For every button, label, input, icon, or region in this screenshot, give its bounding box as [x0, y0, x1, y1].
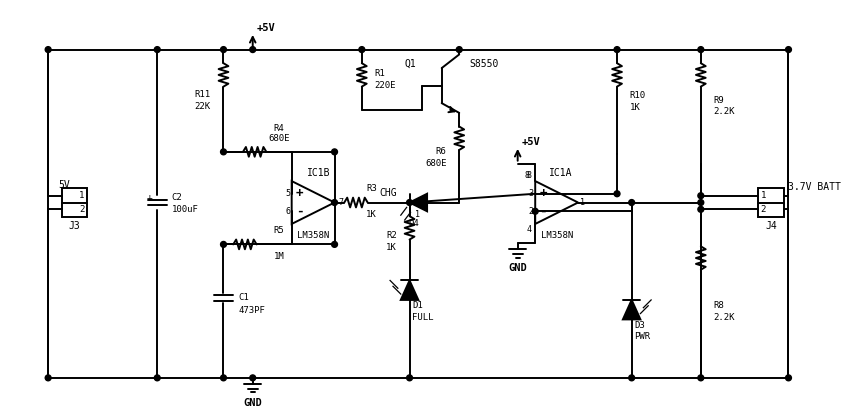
Circle shape	[221, 375, 227, 381]
Circle shape	[698, 193, 704, 199]
Text: R3: R3	[366, 185, 377, 193]
Text: 2: 2	[79, 205, 85, 214]
Text: 7: 7	[339, 198, 344, 207]
Text: +: +	[295, 187, 303, 200]
Circle shape	[698, 47, 704, 53]
Text: 473PF: 473PF	[238, 306, 265, 315]
Text: R10: R10	[630, 91, 646, 100]
Text: 8: 8	[525, 171, 530, 180]
Text: R11: R11	[194, 90, 211, 99]
Text: R6: R6	[436, 148, 447, 156]
Circle shape	[359, 47, 365, 53]
Text: LM358N: LM358N	[297, 231, 329, 240]
Text: C1: C1	[238, 293, 249, 302]
Text: R4: R4	[273, 124, 284, 133]
Text: +5V: +5V	[521, 137, 540, 147]
Text: 1: 1	[580, 198, 585, 207]
Text: CHG: CHG	[380, 188, 397, 198]
Text: R8: R8	[713, 301, 724, 310]
Text: IC1B: IC1B	[307, 168, 331, 178]
Circle shape	[250, 375, 256, 381]
Text: -: -	[295, 205, 303, 218]
Text: LM358N: LM358N	[541, 231, 573, 240]
Circle shape	[698, 206, 704, 212]
Text: R2: R2	[386, 231, 396, 240]
Circle shape	[629, 200, 634, 206]
Circle shape	[629, 375, 634, 381]
Circle shape	[698, 200, 704, 206]
Text: 100uF: 100uF	[171, 205, 199, 214]
Circle shape	[614, 47, 620, 53]
Circle shape	[785, 375, 791, 381]
Text: 220E: 220E	[374, 81, 396, 90]
Circle shape	[532, 208, 538, 214]
Text: 5V: 5V	[58, 180, 70, 190]
Bar	[62, 188, 87, 217]
Circle shape	[332, 242, 337, 247]
Circle shape	[155, 47, 160, 53]
Text: 680E: 680E	[425, 159, 447, 168]
Circle shape	[698, 375, 704, 381]
Circle shape	[614, 191, 620, 197]
Circle shape	[407, 375, 413, 381]
Circle shape	[155, 375, 160, 381]
Text: 1: 1	[415, 210, 420, 219]
Text: 1K: 1K	[366, 210, 377, 219]
Text: +5V: +5V	[256, 23, 275, 33]
Circle shape	[332, 200, 337, 206]
Circle shape	[785, 47, 791, 53]
Circle shape	[332, 149, 337, 155]
Text: +: +	[147, 193, 152, 203]
Text: -: -	[539, 205, 547, 218]
Circle shape	[407, 200, 413, 206]
Polygon shape	[623, 300, 640, 319]
Text: 1: 1	[761, 191, 766, 200]
Text: Q1: Q1	[405, 59, 416, 69]
Text: 3.7V BATT: 3.7V BATT	[789, 182, 841, 192]
Text: 1M: 1M	[273, 252, 284, 261]
Text: 6: 6	[285, 207, 290, 216]
Text: GND: GND	[244, 398, 262, 408]
Text: D4: D4	[408, 219, 419, 229]
Text: +: +	[539, 187, 547, 200]
Circle shape	[45, 47, 51, 53]
Text: 8: 8	[527, 171, 531, 180]
Circle shape	[456, 47, 462, 53]
Text: J4: J4	[765, 221, 777, 231]
Circle shape	[45, 375, 51, 381]
Text: 2.2K: 2.2K	[713, 107, 735, 116]
Circle shape	[221, 47, 227, 53]
Bar	[758, 188, 784, 217]
Text: 4: 4	[527, 225, 531, 234]
Text: 22K: 22K	[194, 102, 211, 111]
Text: 680E: 680E	[268, 134, 290, 143]
Text: 1K: 1K	[386, 243, 396, 252]
Text: R5: R5	[273, 226, 284, 235]
Text: 5: 5	[285, 189, 290, 198]
Text: C2: C2	[171, 193, 183, 202]
Text: 3: 3	[529, 189, 534, 198]
Text: 2: 2	[761, 205, 766, 214]
Text: S8550: S8550	[469, 59, 498, 69]
Circle shape	[250, 47, 256, 53]
Text: D1: D1	[413, 301, 423, 310]
Polygon shape	[401, 280, 419, 300]
Polygon shape	[409, 194, 427, 211]
Text: FULL: FULL	[413, 313, 434, 322]
Text: R9: R9	[713, 96, 724, 105]
Text: 2: 2	[529, 207, 534, 216]
Text: PWR: PWR	[634, 332, 650, 342]
Text: D3: D3	[634, 321, 645, 330]
Circle shape	[221, 242, 227, 247]
Text: R1: R1	[374, 69, 385, 79]
Text: IC1A: IC1A	[548, 168, 572, 178]
Circle shape	[221, 149, 227, 155]
Text: 1: 1	[79, 191, 85, 200]
Text: 1K: 1K	[630, 103, 640, 111]
Text: J3: J3	[69, 221, 81, 231]
Text: 2.2K: 2.2K	[713, 313, 735, 322]
Text: GND: GND	[509, 263, 527, 273]
